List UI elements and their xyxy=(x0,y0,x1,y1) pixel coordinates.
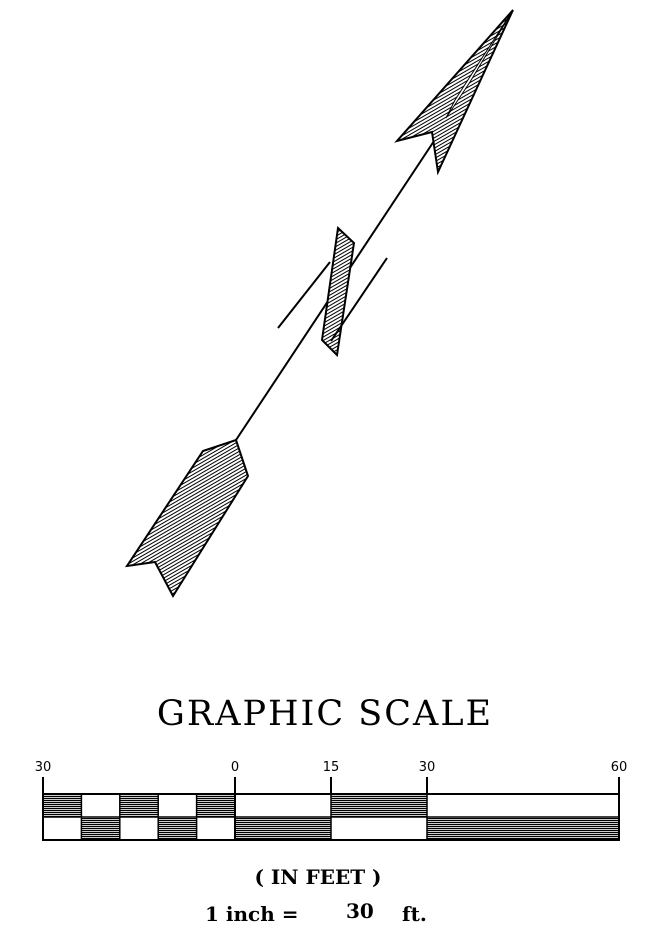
tick-label-60: 60 xyxy=(611,760,628,775)
scale-title: GRAPHIC SCALE xyxy=(157,694,493,734)
tick-label-0: 0 xyxy=(231,760,239,775)
scale-ratio-unit: ft. xyxy=(402,902,427,926)
scale-ratio: 1 inch = 30 ft. xyxy=(205,899,427,926)
north-arrow-icon xyxy=(124,9,514,599)
units-label: ( IN FEET ) xyxy=(254,865,381,889)
tick-label-30: 30 xyxy=(419,760,436,775)
scale-ratio-prefix: 1 inch = xyxy=(205,902,298,926)
scale-tick-labels: 30 0 15 30 60 xyxy=(35,760,628,775)
tick-label-15: 15 xyxy=(323,760,340,775)
scale-bar xyxy=(42,777,620,841)
scale-ratio-value: 30 xyxy=(346,899,374,923)
tick-label-left-30: 30 xyxy=(35,760,52,775)
